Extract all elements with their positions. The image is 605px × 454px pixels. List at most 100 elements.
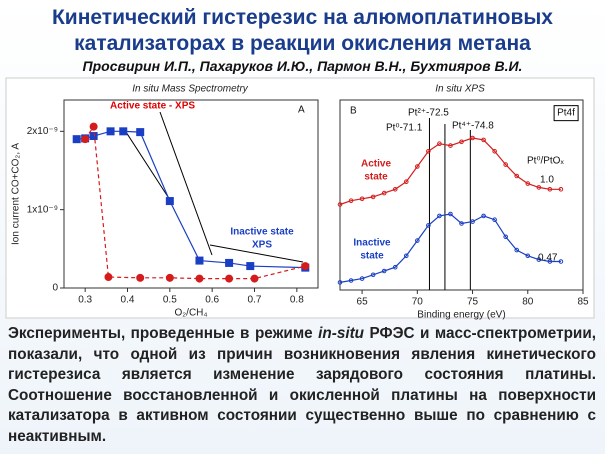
marker bbox=[381, 268, 387, 274]
y-tick-label: 1x10⁻⁹ bbox=[27, 204, 58, 215]
marker bbox=[337, 202, 343, 207]
marker bbox=[250, 274, 259, 283]
marker bbox=[525, 253, 531, 259]
marker bbox=[72, 135, 81, 144]
marker bbox=[492, 149, 497, 154]
paragraph: Эксперименты, проведенные в режиме in-si… bbox=[8, 324, 596, 447]
marker bbox=[536, 257, 542, 262]
y-axis-label: Ion current CO+CO₂, A bbox=[11, 143, 22, 245]
text: Эксперименты, проведенные в режиме bbox=[8, 325, 319, 342]
marker bbox=[370, 194, 376, 200]
charts: In situ Mass Spectrometry 0.3 0.4 0.5 0.6 0.7… bbox=[5, 77, 595, 320]
annotation: B bbox=[350, 106, 357, 117]
marker bbox=[348, 278, 354, 283]
series-line bbox=[339, 213, 561, 283]
annotation: Inactive state bbox=[230, 227, 294, 238]
series-line bbox=[339, 137, 561, 206]
chart-title: In situ Mass Spectrometry bbox=[132, 84, 249, 95]
y-tick-label: 2x10⁻⁹ bbox=[27, 126, 58, 137]
arrow bbox=[125, 131, 171, 201]
text: in-situ bbox=[318, 325, 365, 342]
marker bbox=[136, 273, 145, 282]
x-tick-label: 85 bbox=[577, 297, 589, 308]
x-tick-label: 0.7 bbox=[248, 295, 262, 306]
annotation: state bbox=[360, 251, 384, 262]
marker bbox=[514, 247, 520, 253]
marker bbox=[246, 262, 255, 271]
x-tick-label: 0.5 bbox=[163, 295, 177, 306]
annotation: 0.47 bbox=[538, 253, 558, 264]
marker bbox=[165, 273, 174, 282]
marker bbox=[359, 276, 365, 281]
marker bbox=[106, 127, 115, 136]
marker bbox=[195, 256, 204, 265]
annotation: Pt⁰-71.1 bbox=[386, 123, 423, 134]
marker bbox=[459, 139, 464, 145]
marker bbox=[195, 274, 204, 283]
marker bbox=[437, 141, 442, 146]
marker bbox=[514, 173, 520, 179]
marker bbox=[558, 259, 564, 264]
marker bbox=[165, 197, 174, 206]
plot-frame bbox=[63, 99, 319, 289]
marker bbox=[403, 179, 409, 184]
annotation: state bbox=[364, 172, 388, 183]
annotation: Active state - XPS bbox=[110, 101, 195, 112]
annotation: Pt⁰/PtOₓ bbox=[527, 156, 564, 167]
annotation: A bbox=[298, 105, 305, 116]
marker bbox=[547, 187, 553, 192]
marker bbox=[89, 132, 98, 141]
marker bbox=[481, 213, 486, 219]
annotation: Inactive bbox=[353, 238, 391, 249]
x-axis-label: Binding energy (eV) bbox=[417, 310, 505, 320]
marker bbox=[359, 196, 365, 202]
x-tick-label: 65 bbox=[357, 297, 369, 308]
marker bbox=[558, 187, 564, 192]
marker bbox=[370, 272, 376, 278]
marker bbox=[470, 219, 475, 224]
marker bbox=[403, 253, 409, 259]
marker bbox=[392, 187, 398, 192]
x-tick-label: 0.8 bbox=[290, 295, 304, 306]
marker bbox=[225, 258, 234, 267]
text: РФЭС и масс-спектрометрии, показали, что… bbox=[8, 325, 596, 445]
x-tick-label: 0.4 bbox=[121, 295, 135, 306]
x-axis-label: O₂/CH₄ bbox=[175, 308, 208, 319]
marker bbox=[81, 135, 90, 144]
marker bbox=[348, 198, 354, 203]
marker bbox=[426, 149, 431, 154]
annotation: Pt²⁺-72.5 bbox=[408, 108, 449, 119]
marker bbox=[381, 190, 387, 196]
title-line: катализаторах в реакции окисления метана bbox=[74, 32, 531, 55]
annotation: 1.0 bbox=[540, 175, 554, 186]
marker bbox=[503, 234, 508, 240]
marker bbox=[136, 128, 145, 137]
title-line: Кинетический гистерезис на алюмоплатинов… bbox=[51, 6, 553, 29]
marker bbox=[448, 211, 453, 217]
marker bbox=[492, 217, 497, 222]
marker bbox=[415, 164, 420, 169]
plot-frame bbox=[339, 99, 584, 291]
annotation: Pt⁴⁺-74.8 bbox=[452, 121, 494, 132]
arrow bbox=[209, 244, 304, 263]
marker bbox=[437, 213, 442, 219]
marker bbox=[547, 259, 553, 264]
marker bbox=[525, 181, 531, 186]
label-box bbox=[553, 105, 579, 122]
marker bbox=[415, 238, 420, 243]
marker bbox=[481, 137, 486, 143]
chart-panel bbox=[5, 77, 595, 319]
x-tick-label: 0.6 bbox=[205, 295, 219, 306]
marker bbox=[392, 264, 398, 270]
marker bbox=[459, 221, 464, 226]
annotation: XPS bbox=[252, 240, 272, 251]
x-tick-label: 80 bbox=[522, 297, 534, 308]
marker bbox=[104, 273, 113, 282]
marker bbox=[448, 143, 453, 148]
y-tick-label: 0 bbox=[52, 283, 58, 294]
marker bbox=[301, 262, 310, 271]
authors: Просвирин И.П., Пахаруков И.Ю., Пармон В… bbox=[82, 58, 523, 74]
marker bbox=[536, 185, 542, 190]
marker bbox=[337, 280, 343, 285]
